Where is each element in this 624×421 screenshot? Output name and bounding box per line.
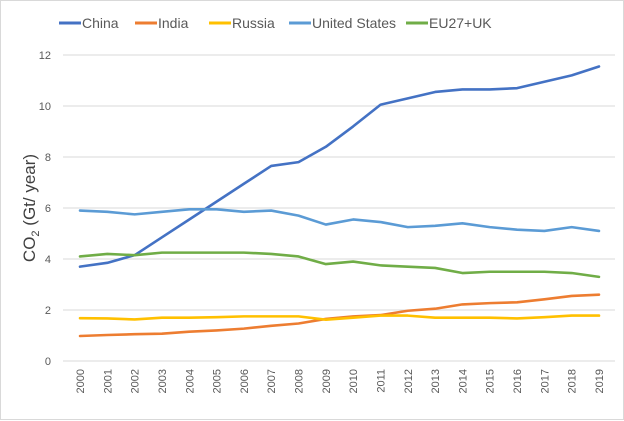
series-line-russia — [78, 314, 601, 321]
x-tick-label: 2015 — [485, 369, 497, 393]
x-tick-label: 2007 — [266, 369, 278, 393]
series-line-eu27-uk — [78, 251, 601, 279]
x-tick-label: 2018 — [567, 369, 579, 393]
x-tick-label: 2014 — [457, 369, 469, 393]
legend-label: EU27+UK — [429, 15, 492, 31]
y-tick-label: 6 — [45, 203, 51, 215]
y-axis-label: CO2 (Gt/ year) — [20, 154, 42, 262]
x-tick-label: 2005 — [212, 369, 224, 393]
y-tick-label: 10 — [39, 101, 51, 113]
x-tick-label: 2003 — [157, 369, 169, 393]
x-tick-label: 2000 — [75, 369, 87, 393]
x-tick-label: 2004 — [184, 369, 196, 393]
series-line-united-states — [78, 207, 601, 233]
series-line-india — [78, 293, 601, 338]
series-line-china — [78, 65, 601, 268]
legend-label: Russia — [232, 15, 275, 31]
legend-label: India — [158, 15, 189, 31]
x-tick-label: 2011 — [375, 369, 387, 393]
x-tick-label: 2013 — [430, 369, 442, 393]
legend-label: United States — [312, 15, 396, 31]
y-tick-label: 2 — [45, 305, 51, 317]
x-tick-label: 2002 — [130, 369, 142, 393]
x-tick-label: 2001 — [102, 369, 114, 393]
x-tick-label: 2016 — [512, 369, 524, 393]
x-tick-label: 2012 — [403, 369, 415, 393]
x-tick-label: 2019 — [594, 369, 606, 393]
x-tick-label: 2017 — [539, 369, 551, 393]
y-tick-label: 4 — [45, 254, 51, 266]
x-tick-label: 2008 — [294, 369, 306, 393]
y-tick-label: 8 — [45, 152, 51, 164]
x-tick-label: 2010 — [348, 369, 360, 393]
y-tick-label: 0 — [45, 356, 51, 368]
y-tick-label: 12 — [39, 50, 51, 62]
x-tick-label: 2009 — [321, 369, 333, 393]
x-tick-label: 2006 — [239, 369, 251, 393]
legend-label: China — [82, 15, 119, 31]
